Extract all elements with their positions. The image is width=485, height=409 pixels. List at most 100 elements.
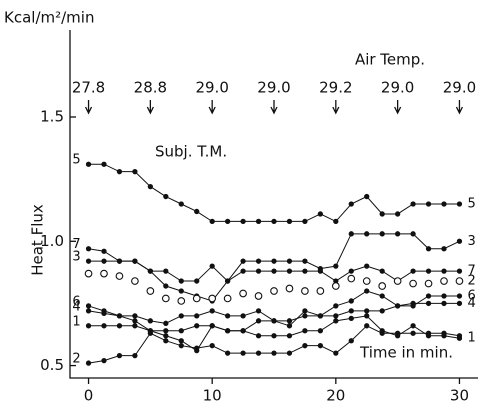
dot-marker <box>240 218 246 225</box>
dot-marker <box>286 318 293 324</box>
dot-marker <box>163 328 169 334</box>
x-tick-label: 20 <box>326 387 345 405</box>
dot-marker <box>224 278 231 284</box>
series-start-label: 4 <box>72 299 80 314</box>
dot-marker <box>147 183 154 190</box>
y-tick-label: 1.5 <box>40 108 64 126</box>
dot-marker <box>178 278 184 284</box>
dot-marker <box>240 258 246 264</box>
dot-marker <box>271 268 277 274</box>
dot-marker <box>224 218 231 225</box>
dot-marker <box>194 208 200 215</box>
dot-marker <box>240 313 246 319</box>
dot-marker <box>348 231 354 237</box>
dot-marker <box>255 258 262 264</box>
dot-marker <box>194 345 200 351</box>
series-start-label: 2 <box>72 352 80 367</box>
dot-marker <box>194 313 200 319</box>
dot-marker <box>364 313 370 319</box>
series-end-label: 4 <box>467 296 475 311</box>
annotation-title: Air Temp. <box>355 51 425 69</box>
dot-marker <box>178 328 184 334</box>
dot-marker <box>163 320 169 326</box>
dot-marker <box>240 268 246 274</box>
series-start-label: 3 <box>72 250 80 265</box>
dot-marker <box>317 328 324 334</box>
dot-marker <box>209 218 215 225</box>
dot-marker <box>317 268 324 274</box>
dot-marker <box>456 333 463 339</box>
air-temp-label: 29.2 <box>319 79 352 97</box>
dot-marker <box>147 268 154 274</box>
air-temp-label: 29.0 <box>257 79 290 97</box>
dot-marker <box>271 318 277 324</box>
dot-marker <box>286 258 293 264</box>
dot-marker <box>240 328 246 334</box>
open-marker <box>115 272 124 280</box>
dot-marker <box>286 218 293 225</box>
dot-marker <box>333 350 339 356</box>
dot-marker <box>364 263 370 269</box>
dot-marker <box>333 218 339 225</box>
dot-marker <box>425 201 432 207</box>
dot-marker <box>132 313 138 319</box>
dot-marker <box>271 218 277 225</box>
dot-marker <box>101 258 107 264</box>
dot-marker <box>147 330 154 336</box>
air-temp-arrow <box>84 100 93 115</box>
series-start-label: 6 <box>72 294 80 309</box>
series-end-label: 6 <box>467 288 475 303</box>
open-marker <box>285 284 294 293</box>
dot-marker <box>441 300 447 307</box>
dot-marker <box>302 343 308 349</box>
dot-marker <box>163 333 169 339</box>
dot-marker <box>132 318 138 324</box>
dot-marker <box>425 293 432 299</box>
open-marker <box>84 269 93 278</box>
dot-marker <box>410 323 416 329</box>
series-start-label: 1 <box>72 314 80 329</box>
dot-marker <box>302 268 308 274</box>
dot-marker <box>178 288 184 294</box>
dot-marker <box>255 218 262 225</box>
x-axis-label: Time in min. <box>359 344 453 362</box>
series-end-label: 7 <box>467 264 475 279</box>
dot-marker <box>178 201 184 207</box>
dot-marker <box>441 268 447 274</box>
dot-marker <box>379 211 385 217</box>
dot-marker <box>255 350 262 356</box>
dot-marker <box>379 293 385 299</box>
dot-marker <box>163 338 169 344</box>
dot-marker <box>255 333 262 339</box>
dot-marker <box>224 350 231 356</box>
x-tick-label: 0 <box>84 387 94 405</box>
dot-marker <box>85 308 92 314</box>
dot-marker <box>163 283 169 289</box>
series-end-label: 1 <box>467 331 475 346</box>
air-temp-label: 29.0 <box>381 79 414 97</box>
open-marker <box>316 287 325 295</box>
dot-marker <box>255 308 262 314</box>
dot-marker <box>85 246 92 252</box>
dot-marker <box>364 193 370 200</box>
dot-marker <box>224 328 231 334</box>
open-marker <box>192 294 201 303</box>
dot-marker <box>333 303 339 309</box>
dot-marker <box>456 238 463 244</box>
dot-marker <box>425 330 432 336</box>
air-temp-label: 29.0 <box>443 79 476 97</box>
dot-marker <box>116 258 123 264</box>
air-temp-arrow <box>208 100 216 115</box>
dot-marker <box>101 323 107 329</box>
dot-marker <box>379 268 385 274</box>
dot-marker <box>132 169 138 175</box>
dot-marker <box>209 263 215 269</box>
series-start-label: 5 <box>72 153 80 168</box>
dot-marker <box>209 323 215 329</box>
dot-marker <box>101 248 107 254</box>
dot-marker <box>178 343 184 349</box>
axis-line <box>69 30 478 379</box>
dot-marker <box>116 323 123 329</box>
open-marker <box>239 289 247 298</box>
open-marker <box>424 279 433 288</box>
